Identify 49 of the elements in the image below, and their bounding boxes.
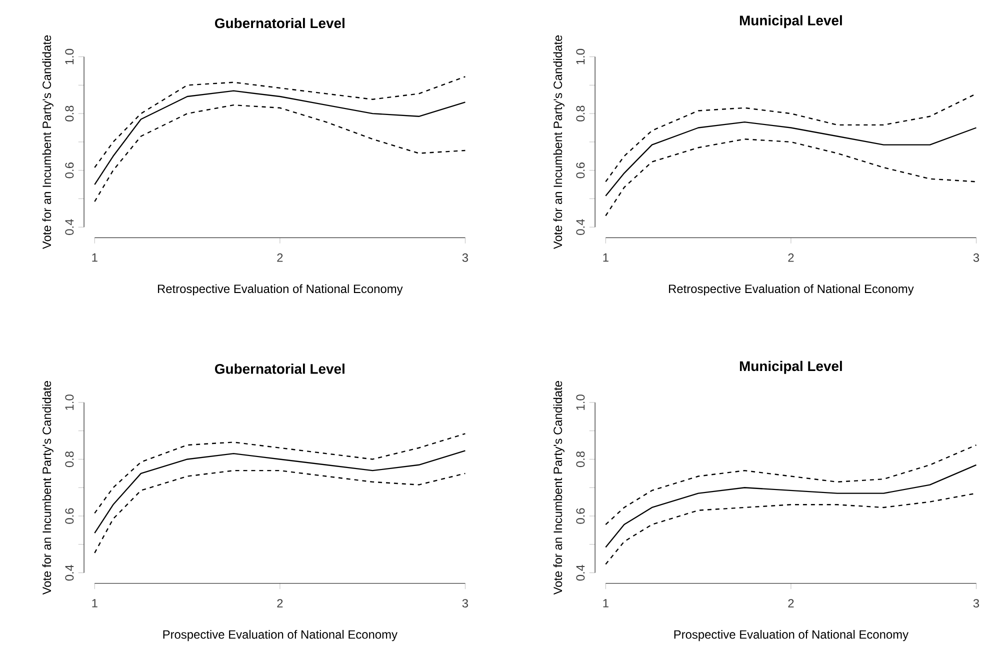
chart-title: Gubernatorial Level <box>215 363 344 374</box>
x-tick-label: 2 <box>788 253 794 262</box>
y-tick-label: 0.4 <box>65 564 74 580</box>
y-tick-label: 0.8 <box>576 451 585 467</box>
y-tick-label: 0.6 <box>576 162 585 178</box>
y-axis-title: Vote for an Incumbent Party's Candidate <box>553 380 564 594</box>
x-tick-label: 1 <box>92 253 98 262</box>
y-tick-label: 1.0 <box>65 394 74 410</box>
x-tick-label: 2 <box>277 598 283 608</box>
y-tick-label: 0.4 <box>65 218 74 235</box>
y-axis-title: Vote for an Incumbent Party's Candidate <box>553 35 564 249</box>
line-series <box>94 90 466 185</box>
line-series <box>605 121 977 196</box>
y-tick-label: 1.0 <box>65 48 74 64</box>
y-tick-label: 0.8 <box>65 106 74 122</box>
x-axis-title: Prospective Evaluation of National Economy <box>674 630 909 641</box>
line-series <box>94 470 466 554</box>
line-series <box>94 432 466 514</box>
chart-title: Municipal Level <box>740 360 842 374</box>
y-tick-label: 0.8 <box>65 451 74 467</box>
y-tick-label: 0.6 <box>65 162 74 178</box>
y-tick-label: 0.6 <box>576 508 585 524</box>
chart-title: Gubernatorial Level <box>215 18 344 28</box>
line-series <box>94 76 466 168</box>
x-tick-label: 3 <box>462 598 468 608</box>
x-tick-label: 1 <box>603 253 608 262</box>
line-series <box>94 104 466 202</box>
x-tick-label: 3 <box>973 598 980 608</box>
chart-title: Municipal Level <box>740 14 842 28</box>
x-tick-label: 3 <box>973 253 980 262</box>
y-tick-label: 0.6 <box>65 508 74 524</box>
y-axis-title: Vote for an Incumbent Party's Candidate <box>42 380 54 594</box>
line-series <box>605 138 977 216</box>
y-tick-label: 0.8 <box>576 106 585 122</box>
y-tick-label: 1.0 <box>576 394 585 410</box>
x-axis-title: Retrospective Evaluation of National Economy <box>669 284 914 296</box>
x-tick-label: 2 <box>788 598 794 608</box>
x-tick-label: 1 <box>92 598 98 608</box>
line-series <box>605 444 977 525</box>
x-tick-label: 2 <box>277 253 283 262</box>
y-tick-label: 0.4 <box>576 564 585 580</box>
y-axis-title: Vote for an Incumbent Party's Candidate <box>42 35 54 249</box>
x-tick-label: 1 <box>603 598 608 608</box>
line-series <box>94 450 466 534</box>
x-axis-title: Prospective Evaluation of National Economy <box>163 630 398 641</box>
x-tick-label: 3 <box>462 253 468 262</box>
y-tick-label: 1.0 <box>576 48 585 64</box>
x-axis-title: Retrospective Evaluation of National Economy <box>158 284 403 296</box>
y-tick-label: 0.4 <box>576 218 585 235</box>
